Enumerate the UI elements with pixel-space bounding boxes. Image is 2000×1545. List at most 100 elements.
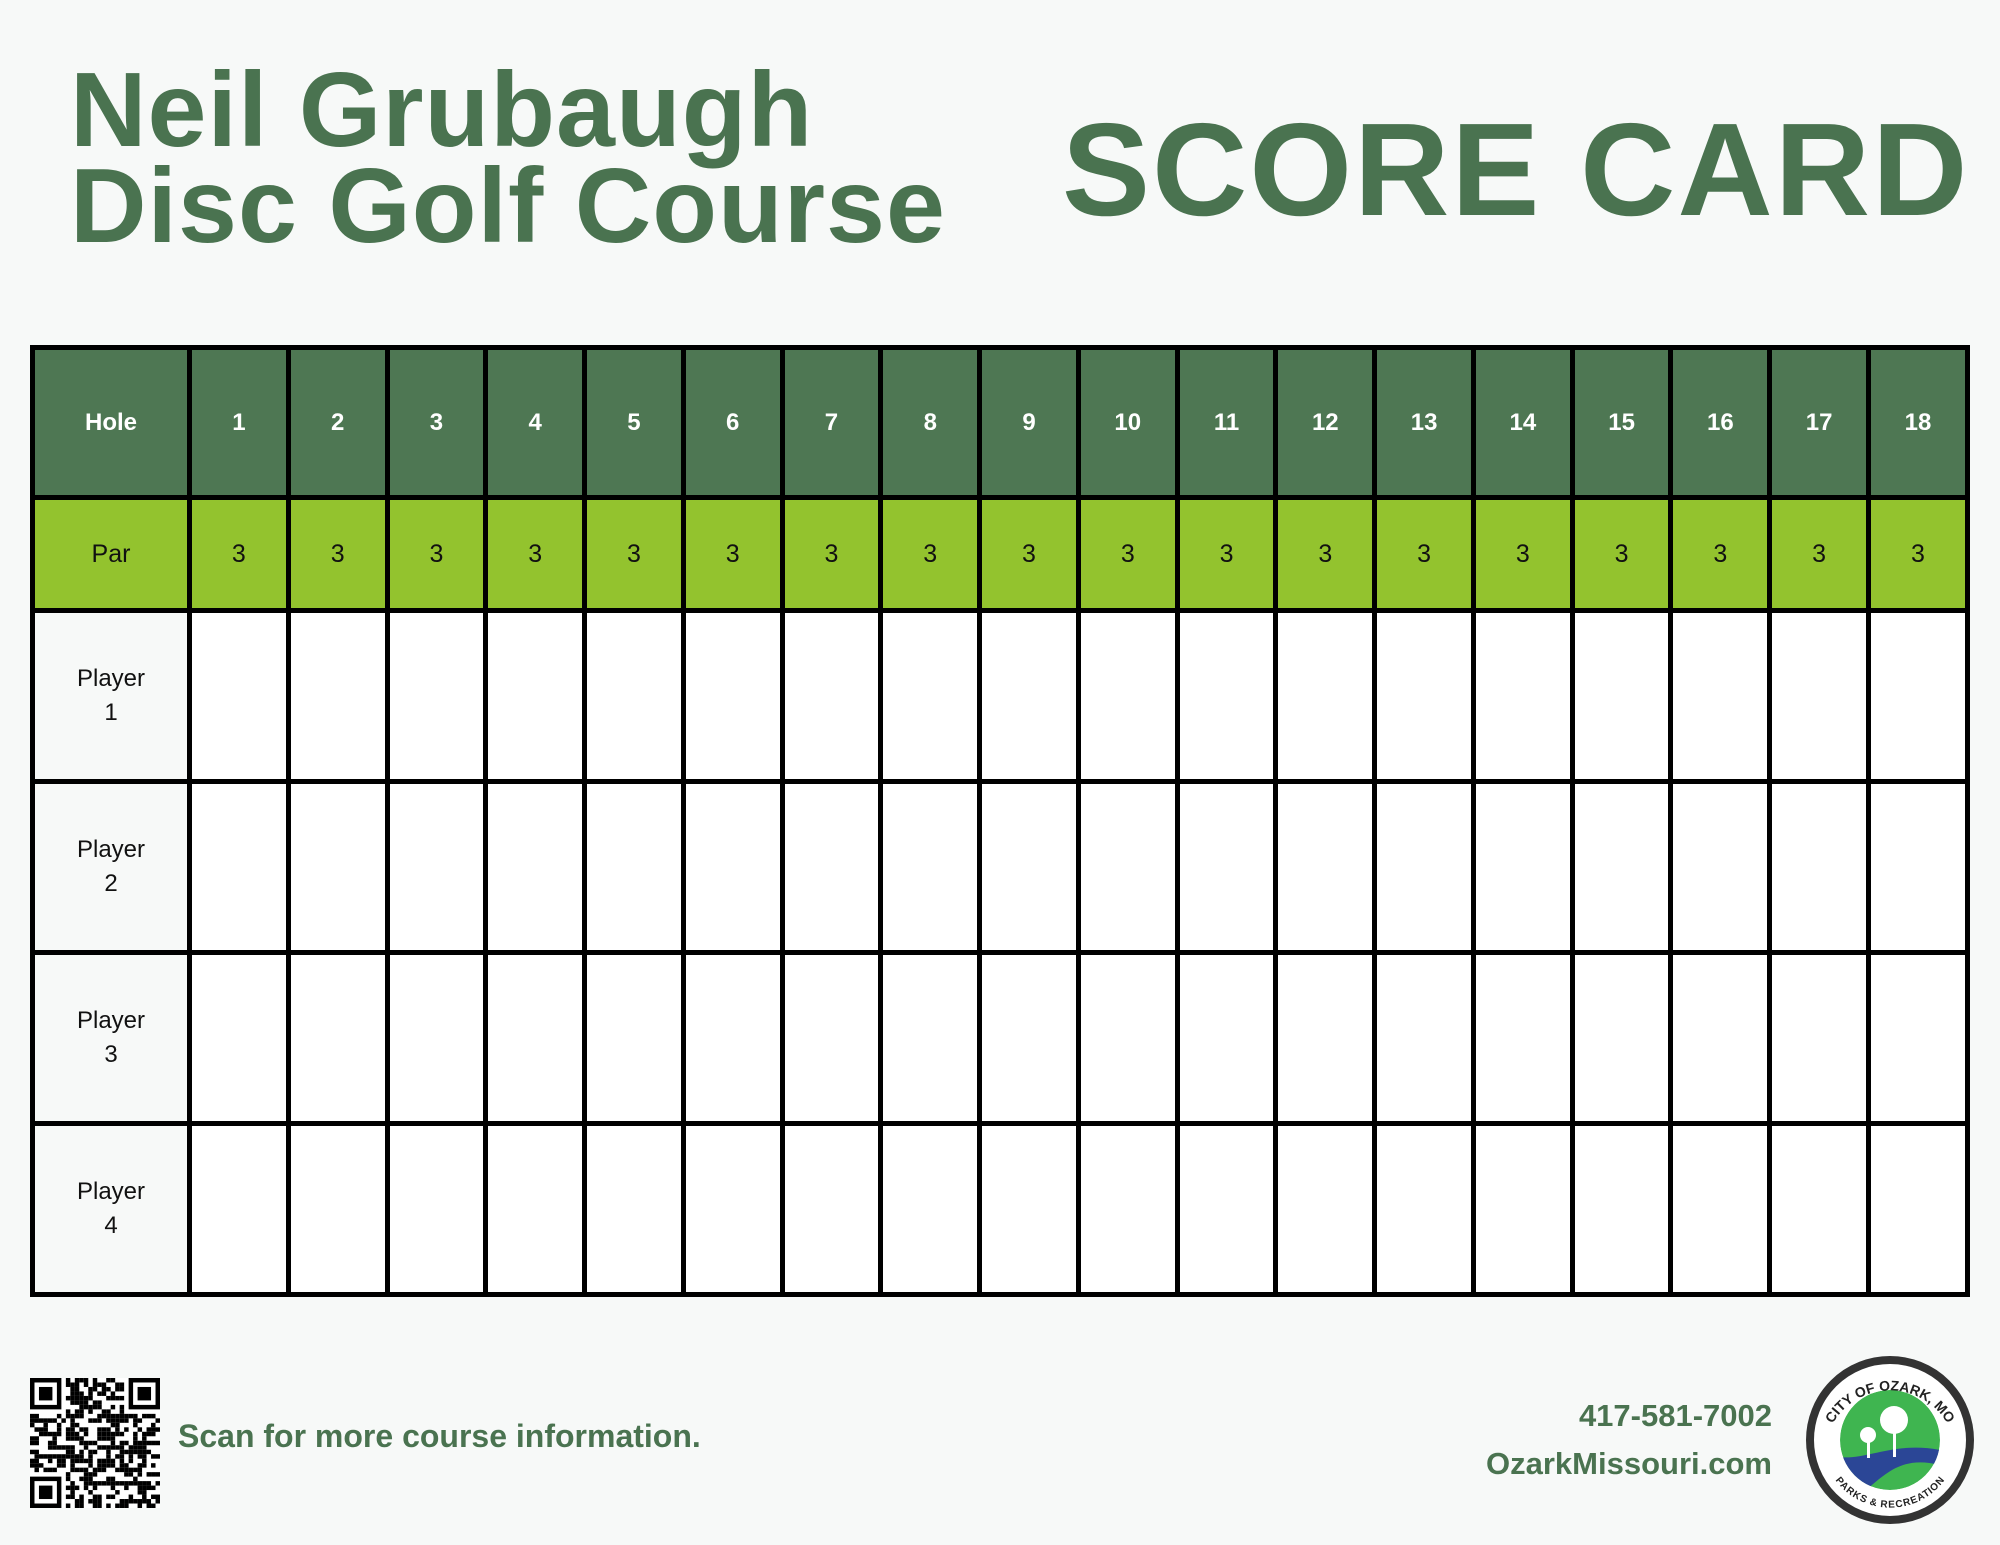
hole-number: 6 <box>680 345 785 500</box>
score-cell[interactable] <box>779 608 884 784</box>
score-cell[interactable] <box>779 1121 884 1297</box>
score-cell[interactable] <box>878 608 983 784</box>
par-value: 3 <box>384 495 489 613</box>
score-cell[interactable] <box>1866 950 1970 1126</box>
score-cell[interactable] <box>1569 608 1674 784</box>
score-cell[interactable] <box>878 779 983 955</box>
score-cell[interactable] <box>1273 608 1378 784</box>
score-cell[interactable] <box>1372 608 1476 784</box>
score-cell[interactable] <box>1372 1121 1476 1297</box>
website-link[interactable]: OzarkMissouri.com <box>1486 1446 1772 1481</box>
score-cell[interactable] <box>1372 779 1476 955</box>
par-value: 3 <box>285 495 390 613</box>
par-value: 3 <box>680 495 785 613</box>
score-cell[interactable] <box>1075 1121 1180 1297</box>
player-label: Player 4 <box>30 1121 192 1297</box>
player-row: Player 1 <box>30 608 1970 784</box>
score-cell[interactable] <box>582 779 686 955</box>
score-cell[interactable] <box>483 1121 588 1297</box>
player-row: Player 4 <box>30 1121 1970 1297</box>
phone-number[interactable]: 417-581-7002 <box>1578 1398 1772 1433</box>
hole-number: 18 <box>1866 345 1970 500</box>
qr-code[interactable] <box>30 1378 160 1508</box>
player-row: Player 3 <box>30 950 1970 1126</box>
score-cell[interactable] <box>187 779 291 955</box>
score-cell[interactable] <box>779 779 884 955</box>
score-cell[interactable] <box>1668 950 1773 1126</box>
score-cell[interactable] <box>285 1121 390 1297</box>
score-cell[interactable] <box>680 608 785 784</box>
score-cell[interactable] <box>1470 950 1575 1126</box>
score-cell[interactable] <box>483 608 588 784</box>
score-cell[interactable] <box>1866 779 1970 955</box>
score-cell[interactable] <box>1075 779 1180 955</box>
score-cell[interactable] <box>384 608 489 784</box>
score-cell[interactable] <box>977 779 1081 955</box>
score-cell[interactable] <box>285 608 390 784</box>
score-cell[interactable] <box>483 779 588 955</box>
par-value: 3 <box>977 495 1081 613</box>
score-cell[interactable] <box>1866 1121 1970 1297</box>
score-cell[interactable] <box>1174 1121 1279 1297</box>
title-line-2: Disc Golf Course <box>70 147 946 265</box>
score-cell[interactable] <box>483 950 588 1126</box>
score-cell[interactable] <box>680 1121 785 1297</box>
score-cell[interactable] <box>1075 608 1180 784</box>
score-cell[interactable] <box>384 1121 489 1297</box>
player-label-line1: Player <box>76 1178 146 1205</box>
score-cell[interactable] <box>1075 950 1180 1126</box>
par-row: Par 3 3 3 3 3 3 3 3 3 3 3 3 3 3 3 3 3 3 <box>30 495 1970 613</box>
score-cell[interactable] <box>1273 779 1378 955</box>
score-cell[interactable] <box>1470 779 1575 955</box>
score-cell[interactable] <box>1174 608 1279 784</box>
score-cell[interactable] <box>779 950 884 1126</box>
score-cell[interactable] <box>1668 608 1773 784</box>
score-cell[interactable] <box>1866 608 1970 784</box>
score-cell[interactable] <box>582 950 686 1126</box>
par-value: 3 <box>1767 495 1872 613</box>
par-value: 3 <box>878 495 983 613</box>
score-cell[interactable] <box>977 950 1081 1126</box>
score-cell[interactable] <box>187 1121 291 1297</box>
score-cell[interactable] <box>384 950 489 1126</box>
score-cell[interactable] <box>1174 950 1279 1126</box>
par-value: 3 <box>582 495 686 613</box>
score-cell[interactable] <box>1273 950 1378 1126</box>
score-cell[interactable] <box>1569 779 1674 955</box>
hole-number: 7 <box>779 345 884 500</box>
par-label: Par <box>30 495 192 613</box>
score-cell[interactable] <box>1767 950 1872 1126</box>
score-cell[interactable] <box>1470 608 1575 784</box>
score-cell[interactable] <box>1372 950 1476 1126</box>
score-cell[interactable] <box>1273 1121 1378 1297</box>
score-cell[interactable] <box>187 950 291 1126</box>
hole-number: 5 <box>582 345 686 500</box>
score-cell[interactable] <box>384 779 489 955</box>
score-card-title: SCORE CARD <box>1062 96 1970 243</box>
score-cell[interactable] <box>1668 779 1773 955</box>
score-cell[interactable] <box>1569 1121 1674 1297</box>
score-cell[interactable] <box>187 608 291 784</box>
score-cell[interactable] <box>1668 1121 1773 1297</box>
hole-number: 10 <box>1075 345 1180 500</box>
score-cell[interactable] <box>1174 779 1279 955</box>
score-cell[interactable] <box>582 1121 686 1297</box>
score-cell[interactable] <box>582 608 686 784</box>
score-cell[interactable] <box>878 950 983 1126</box>
hole-number: 8 <box>878 345 983 500</box>
scorecard-table: Hole 1 2 3 4 5 6 7 8 9 10 11 12 13 14 15 16 17 18 Par 3 3 3 3 3 3… <box>30 345 1970 1297</box>
score-cell[interactable] <box>680 950 785 1126</box>
score-cell[interactable] <box>285 779 390 955</box>
hole-number: 2 <box>285 345 390 500</box>
score-cell[interactable] <box>1767 779 1872 955</box>
score-cell[interactable] <box>1767 608 1872 784</box>
city-of-ozark-parks-logo: CITY OF OZARK, MO PARKS & RECREATION <box>1806 1356 1974 1524</box>
score-cell[interactable] <box>977 1121 1081 1297</box>
score-cell[interactable] <box>1569 950 1674 1126</box>
score-cell[interactable] <box>878 1121 983 1297</box>
score-cell[interactable] <box>680 779 785 955</box>
score-cell[interactable] <box>285 950 390 1126</box>
score-cell[interactable] <box>977 608 1081 784</box>
score-cell[interactable] <box>1470 1121 1575 1297</box>
score-cell[interactable] <box>1767 1121 1872 1297</box>
